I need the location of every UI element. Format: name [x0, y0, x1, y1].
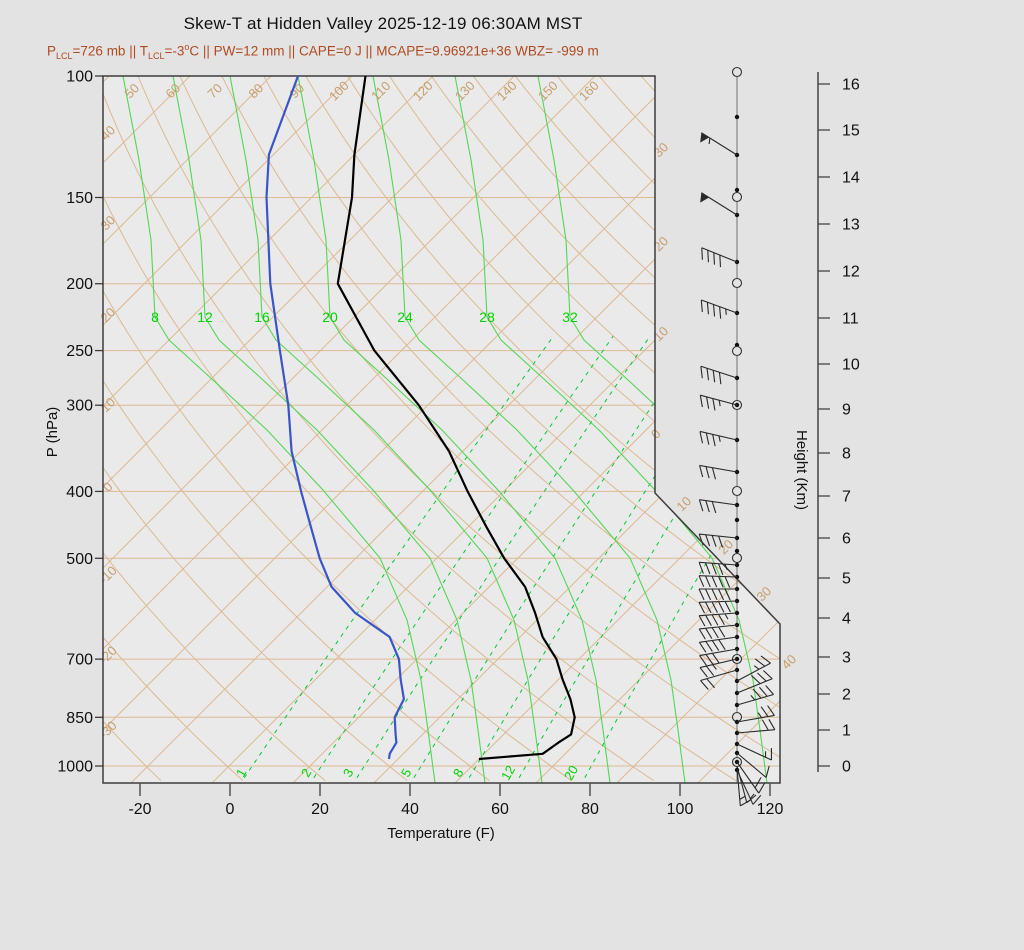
svg-text:15: 15: [842, 123, 860, 140]
temperature-curve: [336, 76, 576, 761]
svg-text:200: 200: [66, 276, 93, 293]
svg-text:28: 28: [479, 309, 495, 325]
svg-text:500: 500: [66, 551, 93, 568]
svg-text:850: 850: [66, 710, 93, 727]
svg-text:400: 400: [66, 484, 93, 501]
svg-text:14: 14: [842, 170, 860, 187]
sounding-curves: [265, 76, 576, 761]
temperature-axis: -20 0 20 40 60 80 100 120: [128, 783, 783, 818]
svg-text:16: 16: [254, 309, 270, 325]
svg-text:16: 16: [842, 77, 860, 94]
svg-text:12: 12: [842, 264, 860, 281]
svg-text:20: 20: [322, 309, 338, 325]
svg-text:11: 11: [842, 311, 859, 328]
wind-barbs: [698, 66, 776, 807]
svg-text:80: 80: [581, 801, 599, 818]
svg-text:20: 20: [715, 536, 736, 557]
svg-text:1: 1: [842, 723, 851, 740]
svg-text:3: 3: [842, 650, 851, 667]
height-axis-title: Height (Km): [793, 430, 810, 510]
svg-text:150: 150: [66, 190, 93, 207]
pressure-axis: 100 150 200 250 300 400 500 700 850 1000: [57, 69, 103, 776]
svg-text:100: 100: [66, 69, 93, 86]
svg-text:-20: -20: [128, 801, 151, 818]
svg-text:6: 6: [842, 531, 851, 548]
plot-border: [102, 75, 781, 784]
svg-text:2: 2: [842, 687, 851, 704]
sounding-parameters: PLCL=726 mb || TLCL=-3oC || PW=12 mm || …: [47, 42, 599, 62]
temperature-axis-title: Temperature (F): [387, 825, 495, 842]
svg-text:7: 7: [842, 489, 851, 506]
svg-text:10: 10: [842, 357, 860, 374]
svg-text:8: 8: [842, 446, 851, 463]
svg-text:8: 8: [151, 309, 159, 325]
svg-text:10: 10: [673, 493, 694, 514]
svg-text:13: 13: [842, 217, 860, 234]
svg-text:20: 20: [561, 763, 581, 783]
svg-text:40: 40: [778, 651, 799, 672]
svg-text:9: 9: [842, 402, 851, 419]
svg-text:40: 40: [401, 801, 419, 818]
svg-text:12: 12: [197, 309, 213, 325]
svg-text:24: 24: [397, 309, 413, 325]
svg-text:20: 20: [311, 801, 329, 818]
dewpoint-curve: [265, 76, 405, 760]
svg-text:32: 32: [562, 309, 578, 325]
page-title: Skew-T at Hidden Valley 2025-12-19 06:30…: [183, 14, 583, 33]
svg-text:300: 300: [66, 398, 93, 415]
svg-text:5: 5: [842, 571, 851, 588]
svg-text:120: 120: [757, 801, 784, 818]
svg-text:250: 250: [66, 343, 93, 360]
svg-text:0: 0: [226, 801, 235, 818]
pressure-axis-title: P (hPa): [44, 407, 61, 458]
svg-text:4: 4: [842, 611, 851, 628]
svg-text:60: 60: [491, 801, 509, 818]
svg-text:1000: 1000: [57, 759, 93, 776]
svg-text:0: 0: [842, 759, 851, 776]
svg-text:12: 12: [498, 763, 518, 783]
svg-text:700: 700: [66, 652, 93, 669]
svg-text:100: 100: [667, 801, 694, 818]
